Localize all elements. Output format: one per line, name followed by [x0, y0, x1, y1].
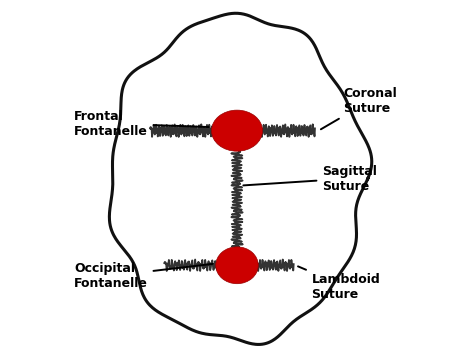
Ellipse shape [216, 247, 258, 284]
Text: Occipital
Fontanelle: Occipital Fontanelle [74, 262, 213, 290]
Text: Coronal
Suture: Coronal Suture [321, 86, 397, 129]
Ellipse shape [211, 110, 263, 151]
Text: Frontal
Fontanelle: Frontal Fontanelle [74, 110, 209, 137]
Text: Lambdoid
Suture: Lambdoid Suture [298, 266, 380, 301]
Text: Sagittal
Suture: Sagittal Suture [243, 165, 377, 192]
